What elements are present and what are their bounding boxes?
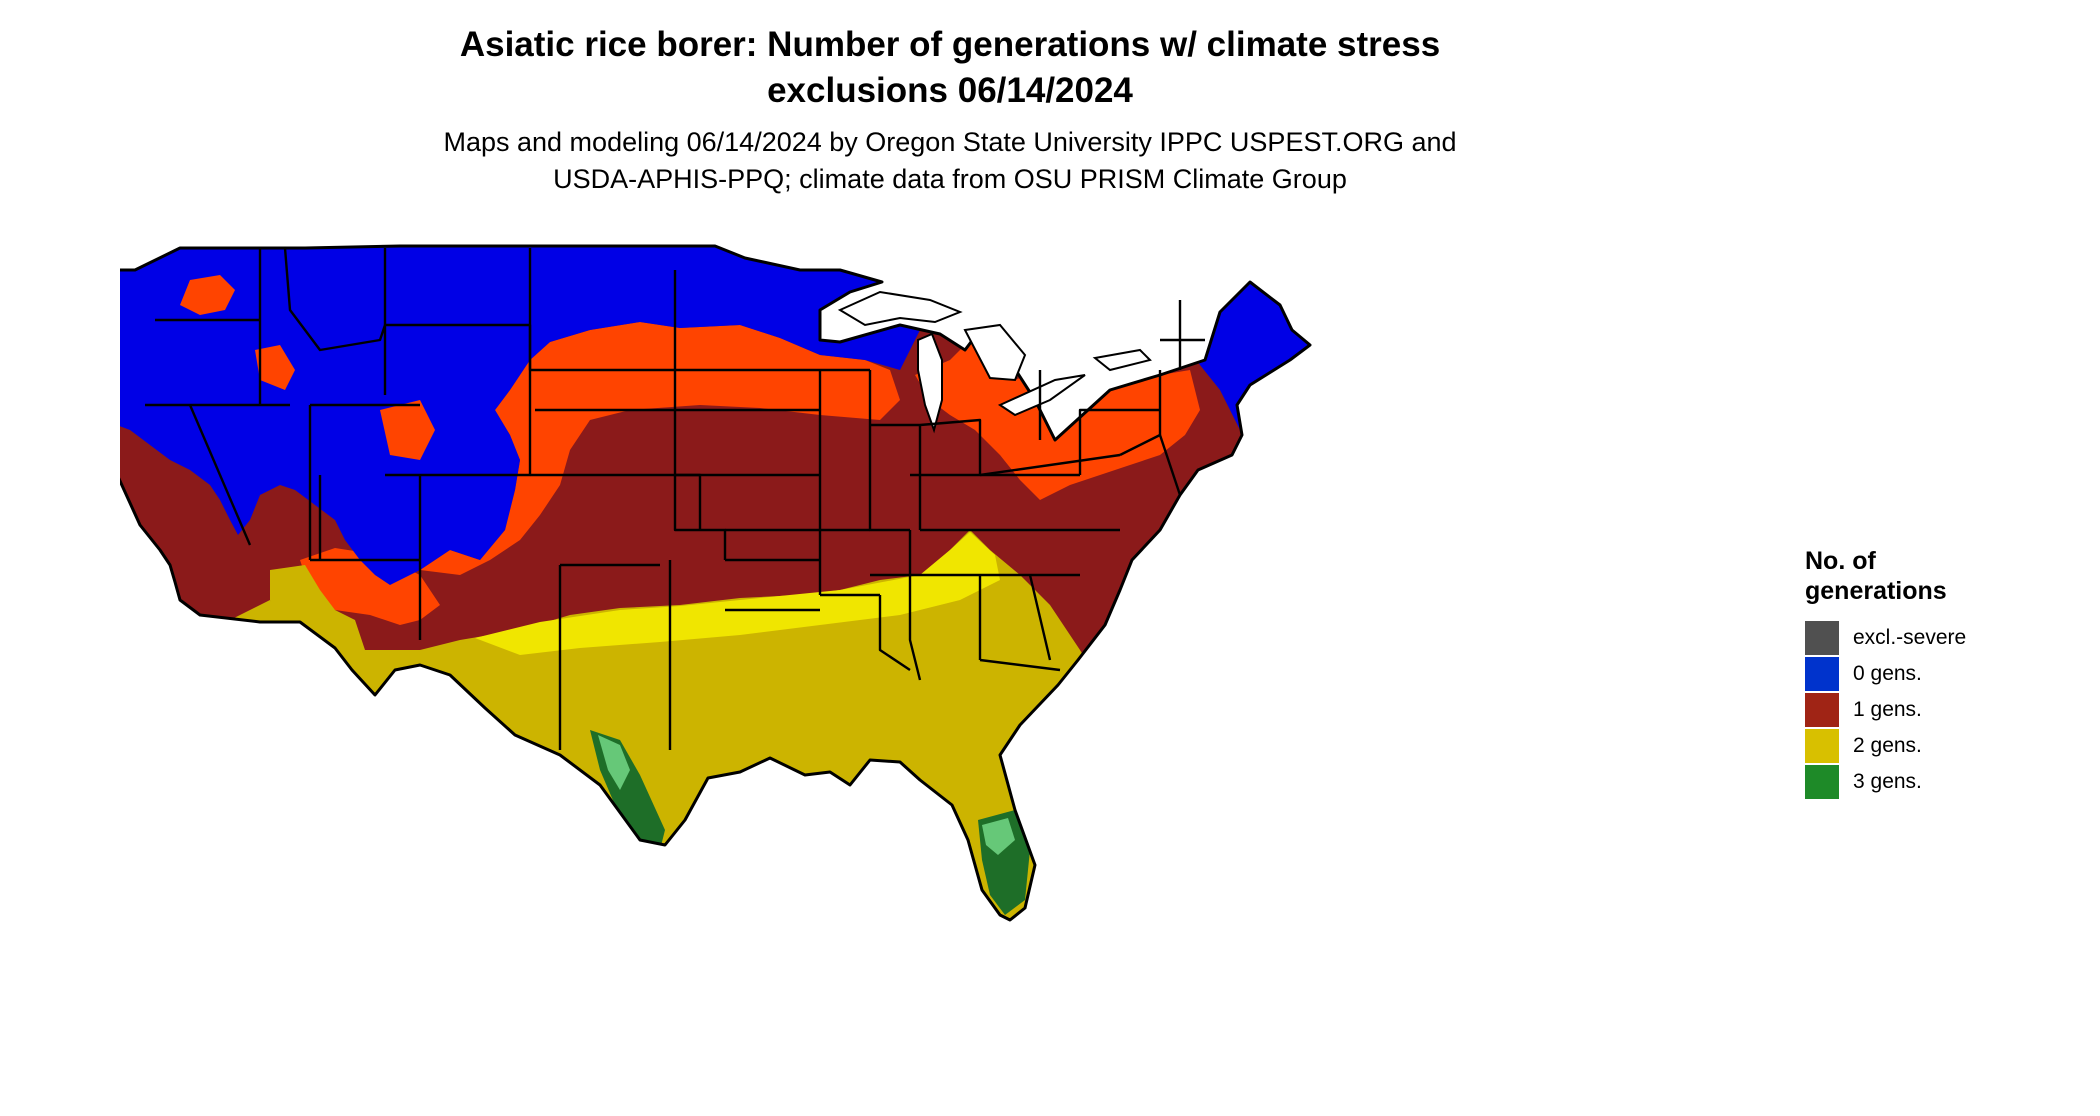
legend-label-excl-severe: excl.-severe (1853, 626, 1967, 649)
two-gen-zone-south (120, 530, 1270, 920)
one-gen-light-patch-utah (380, 400, 435, 460)
legend-item-3-gens: 3 gens. (1805, 764, 2005, 800)
legend-swatch-3-gens (1805, 765, 1839, 799)
legend-swatch-2-gens (1805, 729, 1839, 763)
lake-michigan (917, 332, 943, 434)
lake-ontario (1092, 348, 1152, 372)
legend-swatch-0-gens (1805, 657, 1839, 691)
map-title: Asiatic rice borer: Number of generation… (0, 22, 1900, 114)
legend-label-0-gens: 0 gens. (1853, 662, 1922, 685)
legend-items: excl.-severe 0 gens. 1 gens. 2 gens. 3 g… (1805, 620, 2005, 800)
legend-label-1-gens: 1 gens. (1853, 698, 1922, 721)
subtitle-line-1: Maps and modeling 06/14/2024 by Oregon S… (443, 127, 1457, 157)
one-gen-light-band-west (420, 322, 900, 575)
legend-item-2-gens: 2 gens. (1805, 728, 2005, 764)
legend-label-2-gens: 2 gens. (1853, 734, 1922, 757)
three-gen-light-south-florida (982, 818, 1015, 855)
lake-huron (963, 323, 1027, 382)
legend-item-0-gens: 0 gens. (1805, 656, 2005, 692)
map-subtitle: Maps and modeling 06/14/2024 by Oregon S… (0, 124, 1900, 198)
legend: No. of generations excl.-severe 0 gens. … (1805, 546, 2005, 800)
title-line-1: Asiatic rice borer: Number of generation… (459, 25, 1441, 64)
lake-erie (997, 374, 1086, 417)
one-gen-light-patch-idaho (255, 345, 295, 390)
three-gen-light-south-texas (598, 735, 630, 790)
us-generations-map (120, 244, 1312, 922)
subtitle-line-2: USDA-APHIS-PPQ; climate data from OSU PR… (553, 164, 1347, 194)
state-borders (145, 247, 1205, 750)
legend-title: No. of generations (1805, 546, 2005, 606)
legend-item-excl-severe: excl.-severe (1805, 620, 2005, 656)
two-gen-light-band (475, 532, 1000, 655)
lake-superior (837, 290, 963, 327)
title-line-2: exclusions 06/14/2024 (767, 71, 1133, 110)
one-gen-light-band-southwest (300, 548, 440, 625)
zero-gen-zone-adirondacks (1105, 310, 1140, 345)
legend-title-line-1: No. of (1805, 547, 1876, 575)
legend-swatch-excl-severe (1805, 621, 1839, 655)
legend-item-1-gens: 1 gens. (1805, 692, 2005, 728)
legend-swatch-1-gens (1805, 693, 1839, 727)
one-gen-light-patch-pnw (180, 275, 235, 315)
legend-title-line-2: generations (1805, 577, 1947, 605)
country-outline (120, 244, 1312, 922)
zero-gen-zone-northwest (120, 246, 1310, 585)
legend-label-3-gens: 3 gens. (1853, 770, 1922, 793)
two-gen-zone-desert-southwest (270, 565, 365, 670)
